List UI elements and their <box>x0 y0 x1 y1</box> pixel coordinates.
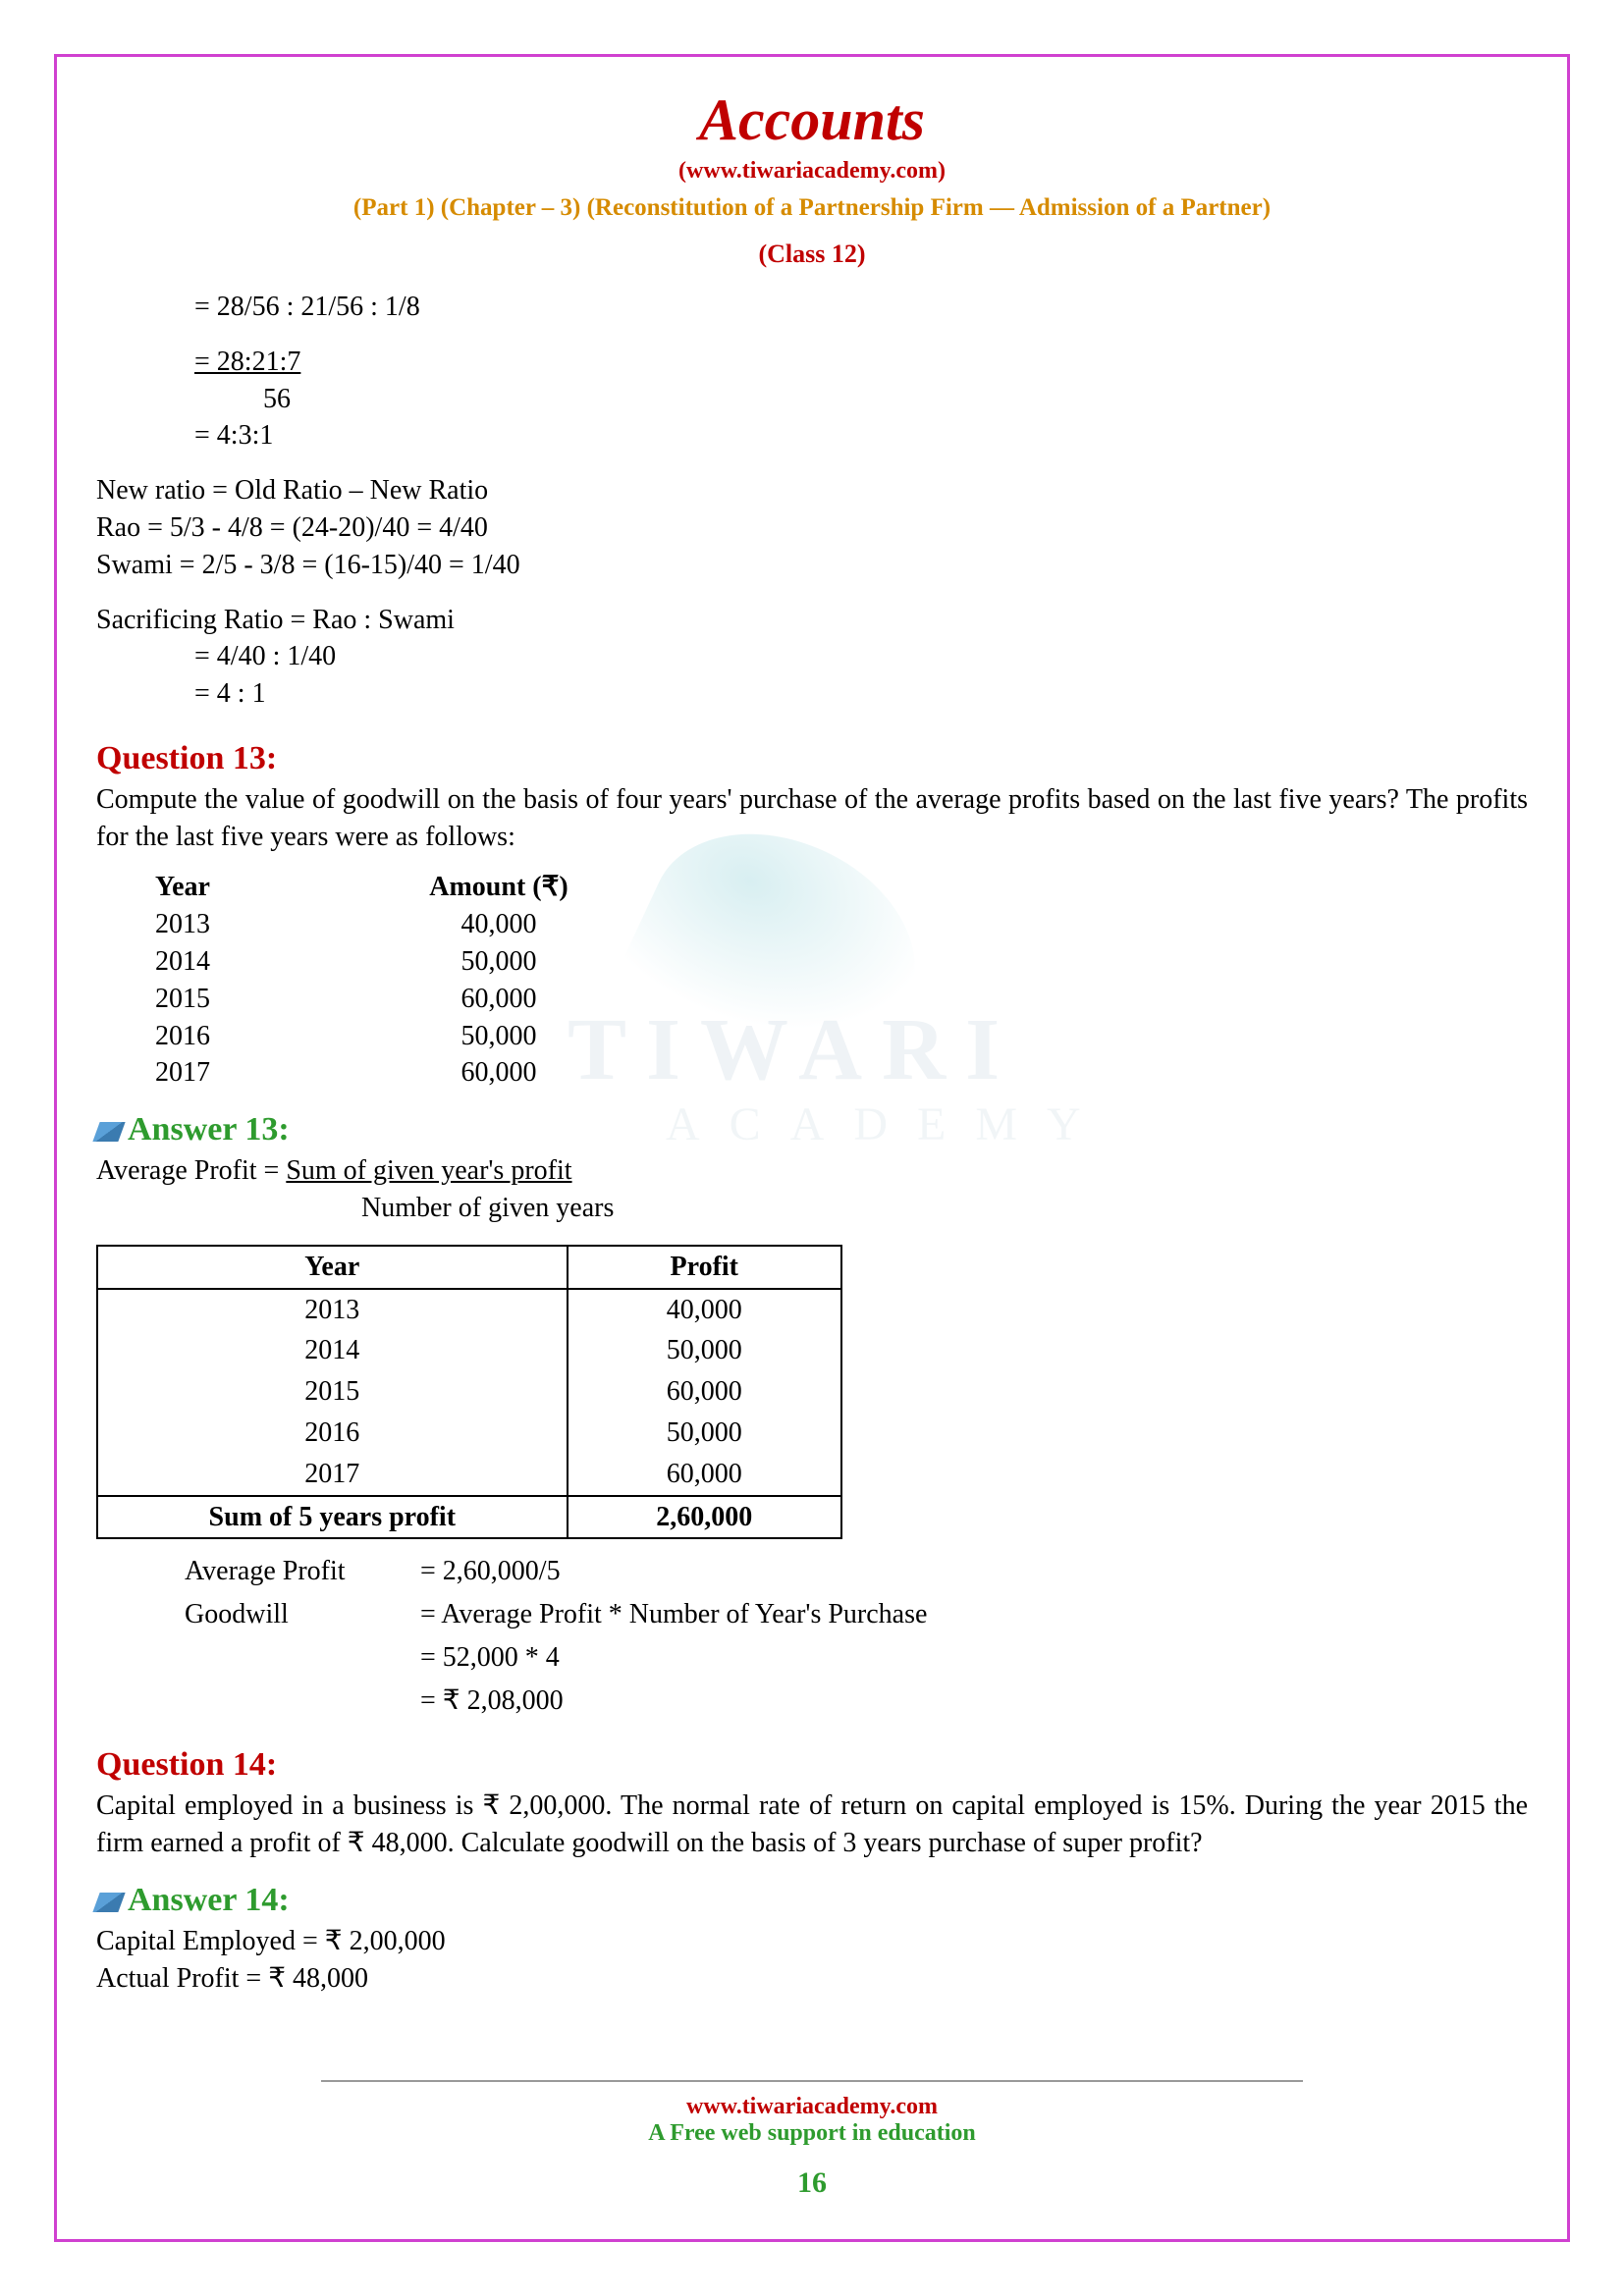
class-label: (Class 12) <box>96 240 1528 269</box>
q13-year: 2013 <box>155 906 401 943</box>
question-13-text: Compute the value of goodwill on the bas… <box>96 781 1528 856</box>
working-frac-top: = 28:21:7 <box>194 344 1528 381</box>
a13-calculations: Average Profit= 2,60,000/5 Goodwill= Ave… <box>96 1553 1528 1719</box>
calc-value: = ₹ 2,08,000 <box>420 1682 564 1720</box>
answer-13-title: Answer 13: <box>96 1107 1528 1152</box>
doc-title: Accounts <box>96 86 1528 154</box>
a13-profit-table: Year Profit 201340,000 201450,000 201560… <box>96 1245 842 1540</box>
footer-link: www.tiwariacademy.com <box>57 2094 1567 2120</box>
q13-amount: 60,000 <box>401 981 597 1018</box>
q13-year: 2017 <box>155 1054 401 1092</box>
answer-14-title: Answer 14: <box>96 1878 1528 1923</box>
a14-line: Actual Profit = ₹ 48,000 <box>96 1960 1528 1998</box>
q13-col-year: Year <box>155 869 401 906</box>
a13-profit: 60,000 <box>568 1371 841 1413</box>
calc-value: = 52,000 * 4 <box>420 1639 560 1677</box>
q13-amount: 50,000 <box>401 1018 597 1055</box>
a13-sum-label: Sum of 5 years profit <box>97 1496 568 1539</box>
footer-divider <box>321 2080 1303 2082</box>
sacrificing-label: Sacrificing Ratio = Rao : Swami <box>96 602 1528 639</box>
a13-year: 2015 <box>97 1371 568 1413</box>
question-14-title: Question 14: <box>96 1742 1528 1788</box>
page: TIWARI ACADEMY Accounts (www.tiwariacade… <box>54 54 1570 2242</box>
calc-label: Average Profit <box>185 1553 420 1590</box>
swami-line: Swami = 2/5 - 3/8 = (16-15)/40 = 1/40 <box>96 547 1528 584</box>
question-13-title: Question 13: <box>96 736 1528 781</box>
q13-year: 2014 <box>155 943 401 981</box>
a13-year: 2014 <box>97 1330 568 1371</box>
question-14-text: Capital employed in a business is ₹ 2,00… <box>96 1788 1528 1862</box>
q13-amount: 60,000 <box>401 1054 597 1092</box>
body-content: = 28/56 : 21/56 : 1/8 = 28:21:7 56 = 4:3… <box>96 289 1528 1997</box>
new-ratio-label: New ratio = Old Ratio – New Ratio <box>96 472 1528 509</box>
footer-tag: A Free web support in education <box>57 2120 1567 2147</box>
working-line: = 4:3:1 <box>194 417 1528 454</box>
sacrificing-v2: = 4 : 1 <box>96 675 1528 713</box>
a13-profit: 50,000 <box>568 1330 841 1371</box>
calc-value: = Average Profit * Number of Year's Purc… <box>420 1596 927 1633</box>
avg-profit-denom: Number of given years <box>96 1190 1528 1227</box>
a13-sum-value: 2,60,000 <box>568 1496 841 1539</box>
site-link: (www.tiwariacademy.com) <box>96 158 1528 185</box>
page-number: 16 <box>57 2166 1567 2200</box>
a13-year: 2016 <box>97 1413 568 1454</box>
avg-profit-formula: Average Profit = Sum of given year's pro… <box>96 1152 1528 1190</box>
q13-year: 2015 <box>155 981 401 1018</box>
calc-label: Goodwill <box>185 1596 420 1633</box>
rao-line: Rao = 5/3 - 4/8 = (24-20)/40 = 4/40 <box>96 509 1528 547</box>
a13-year: 2017 <box>97 1454 568 1496</box>
footer: www.tiwariacademy.com A Free web support… <box>57 2080 1567 2200</box>
a13-profit: 60,000 <box>568 1454 841 1496</box>
a13-profit: 50,000 <box>568 1413 841 1454</box>
a14-line: Capital Employed = ₹ 2,00,000 <box>96 1923 1528 1960</box>
header: Accounts (www.tiwariacademy.com) (Part 1… <box>96 86 1528 269</box>
q13-year: 2016 <box>155 1018 401 1055</box>
a13-col-year: Year <box>97 1246 568 1289</box>
q13-amount: 40,000 <box>401 906 597 943</box>
q13-data-table: Year Amount (₹) 201340,000 201450,000 20… <box>96 869 1528 1092</box>
a13-year: 2013 <box>97 1289 568 1331</box>
q13-amount: 50,000 <box>401 943 597 981</box>
a13-profit: 40,000 <box>568 1289 841 1331</box>
working-frac-bot: 56 <box>194 381 1528 418</box>
working-line: = 28/56 : 21/56 : 1/8 <box>194 289 1528 326</box>
calc-value: = 2,60,000/5 <box>420 1553 561 1590</box>
pencil-icon <box>92 1122 125 1142</box>
chapter-line: (Part 1) (Chapter – 3) (Reconstitution o… <box>96 194 1528 222</box>
sacrificing-v1: = 4/40 : 1/40 <box>96 638 1528 675</box>
ratio-working: = 28/56 : 21/56 : 1/8 = 28:21:7 56 = 4:3… <box>96 289 1528 454</box>
a13-col-profit: Profit <box>568 1246 841 1289</box>
pencil-icon <box>92 1893 125 1912</box>
q13-col-amount: Amount (₹) <box>401 869 597 906</box>
